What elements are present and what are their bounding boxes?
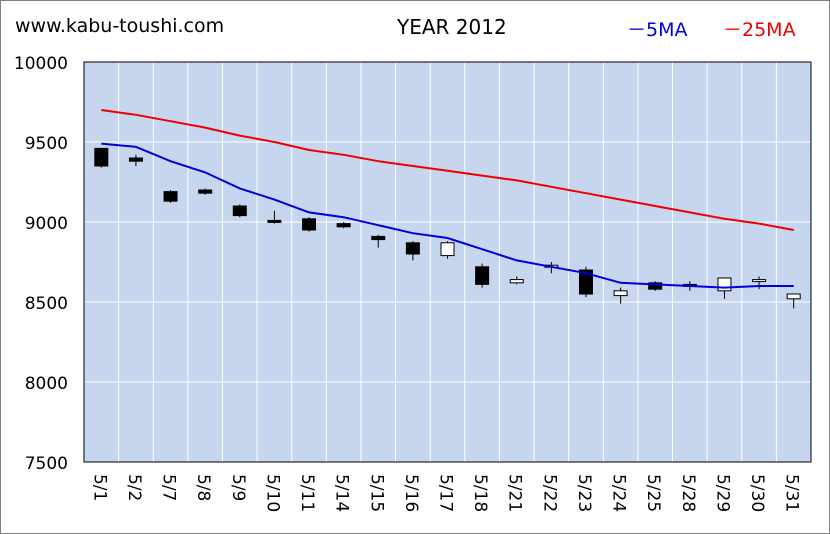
x-tick-label: 5/16 <box>401 474 421 512</box>
x-tick-label: 5/14 <box>332 474 352 512</box>
candle-body <box>613 290 628 297</box>
candle-body <box>128 157 143 162</box>
x-tick-label: 5/15 <box>366 474 386 512</box>
x-tick-label: 5/9 <box>228 474 248 501</box>
x-tick-label: 5/23 <box>574 474 594 512</box>
x-tick-label: 5/22 <box>539 474 559 512</box>
x-tick-label: 5/25 <box>643 474 663 512</box>
candle-body <box>336 223 351 228</box>
y-tick-label: 10000 <box>14 54 68 74</box>
candle-body <box>267 219 282 223</box>
candle-body <box>475 266 490 285</box>
candle-body <box>94 147 109 167</box>
candle-body <box>648 282 663 290</box>
candle-body <box>717 277 732 292</box>
site-title: www.kabu-toushi.com <box>15 15 225 37</box>
x-tick-label: 5/2 <box>124 474 144 501</box>
legend-ma25: －25MA <box>723 19 796 41</box>
y-tick-label: 8000 <box>25 374 68 394</box>
chart-title: YEAR 2012 <box>397 15 507 39</box>
y-tick-label: 9500 <box>25 134 68 154</box>
candle-body <box>509 279 524 284</box>
x-tick-label: 5/11 <box>297 474 317 512</box>
candle-body <box>198 189 213 194</box>
ma-line-25ma <box>101 109 794 231</box>
x-tick-label: 5/21 <box>505 474 525 512</box>
x-tick-label: 5/10 <box>262 474 282 512</box>
candle-body <box>786 293 801 300</box>
candle-body <box>371 235 386 241</box>
x-tick-label: 5/31 <box>782 474 802 512</box>
x-tick-label: 5/30 <box>747 474 767 512</box>
y-tick-label: 8500 <box>25 294 68 314</box>
candle-body <box>302 218 317 231</box>
x-tick-label: 5/24 <box>609 474 629 512</box>
x-tick-label: 5/8 <box>193 474 213 501</box>
x-tick-label: 5/7 <box>159 474 179 501</box>
plot-area <box>84 62 811 462</box>
candle-body <box>405 242 420 255</box>
x-tick-label: 5/1 <box>89 474 109 501</box>
candle-body <box>232 205 247 217</box>
y-tick-label: 9000 <box>25 214 68 234</box>
plot-border <box>83 61 812 463</box>
y-tick-label: 7500 <box>25 454 68 474</box>
candle-body <box>163 191 178 202</box>
x-tick-label: 5/29 <box>712 474 732 512</box>
legend-ma5: －5MA <box>627 19 688 41</box>
x-tick-label: 5/28 <box>678 474 698 512</box>
candle-body <box>440 242 455 257</box>
x-tick-label: 5/17 <box>436 474 456 512</box>
candle-body <box>578 269 593 295</box>
x-tick-label: 5/18 <box>470 474 490 512</box>
candle-body <box>752 279 767 283</box>
ma-line-5ma <box>101 142 794 289</box>
